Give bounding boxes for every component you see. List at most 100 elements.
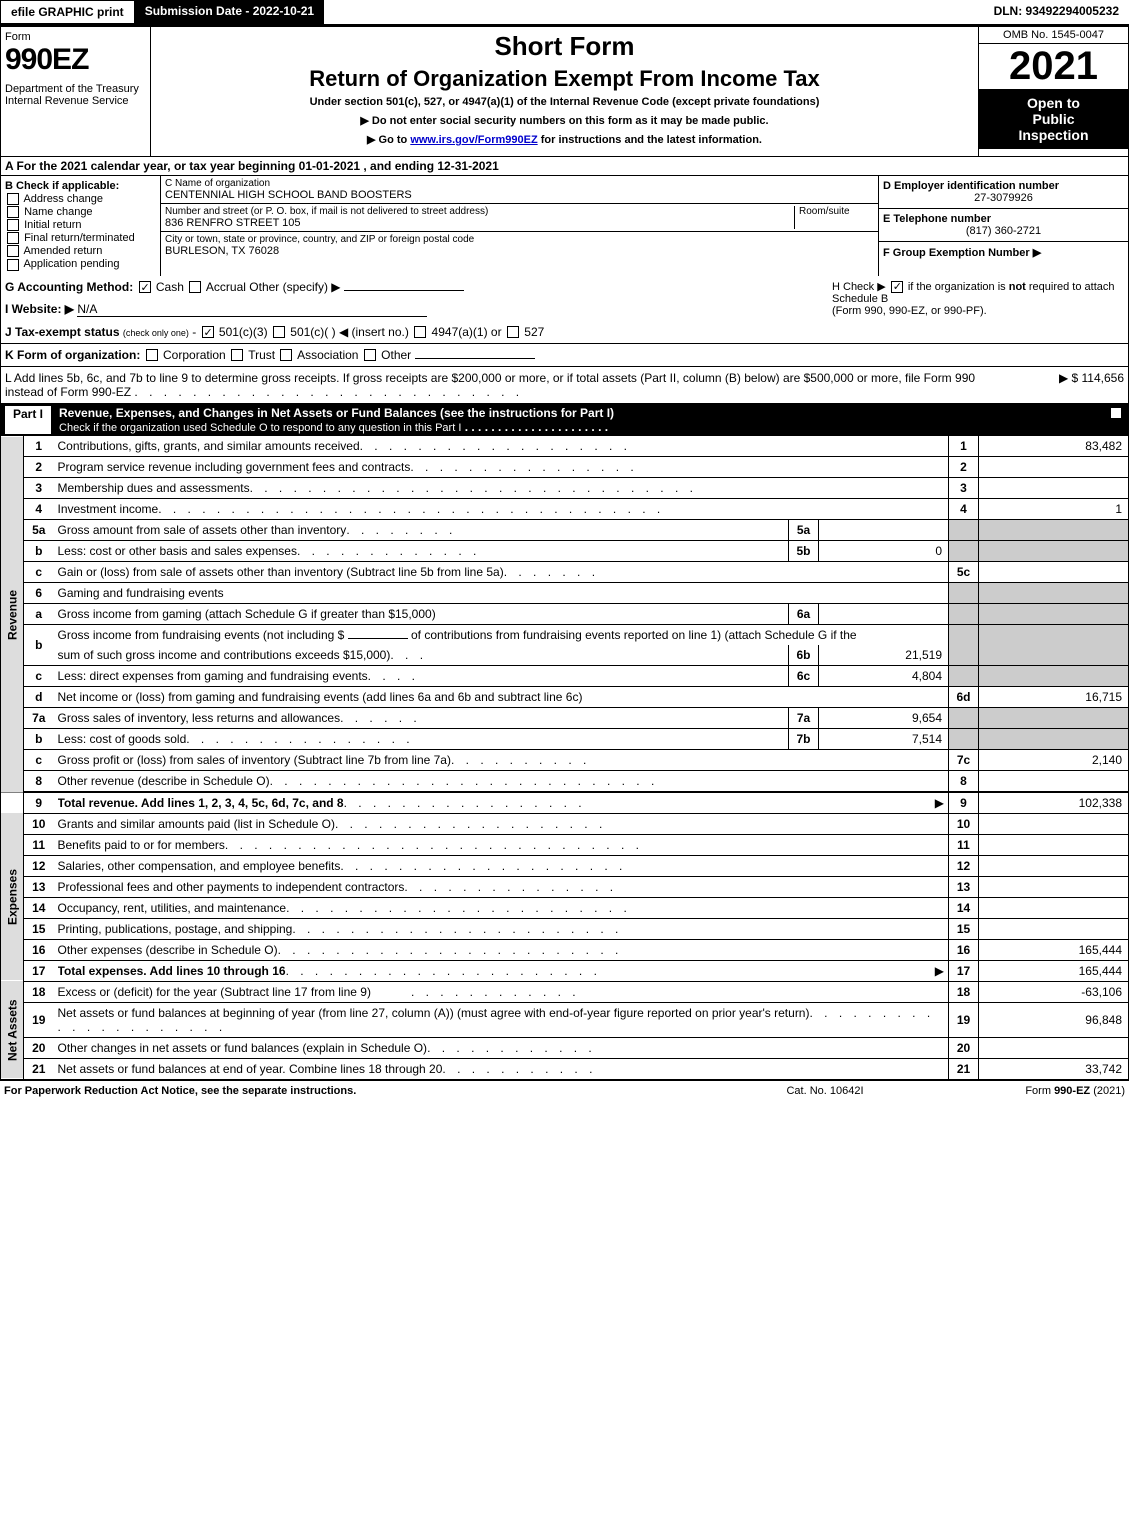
line-6d-val: 16,715 xyxy=(979,686,1129,707)
line-5c-val xyxy=(979,561,1129,582)
line-6-desc: Gaming and fundraising events xyxy=(54,582,949,603)
line-14-desc: Occupancy, rent, utilities, and maintena… xyxy=(58,901,287,915)
line-14-num: 14 xyxy=(24,897,54,918)
line-7a-desc: Gross sales of inventory, less returns a… xyxy=(58,711,341,725)
row-l: L Add lines 5b, 6c, and 7b to line 9 to … xyxy=(0,367,1129,404)
checkbox-application-pending[interactable]: Application pending xyxy=(5,258,156,270)
line-5c-row: c Gain or (loss) from sale of assets oth… xyxy=(1,561,1129,582)
line-7a-grey xyxy=(949,707,979,728)
city-label: City or town, state or province, country… xyxy=(165,234,874,245)
checkbox-501c[interactable] xyxy=(273,326,285,338)
line-20-val xyxy=(979,1037,1129,1058)
line-11-num: 11 xyxy=(24,834,54,855)
line-1-num: 1 xyxy=(24,436,54,457)
line-6c-greyval xyxy=(979,665,1129,686)
line-17-ref: 17 xyxy=(949,960,979,981)
line-20-desc: Other changes in net assets or fund bala… xyxy=(58,1041,428,1055)
checkbox-501c3[interactable] xyxy=(202,326,214,338)
row-k: K Form of organization: Corporation Trus… xyxy=(0,344,1129,367)
k-other-line xyxy=(415,358,535,359)
line-7b-row: b Less: cost of goods sold. . . . . . . … xyxy=(1,728,1129,749)
checkbox-initial-return[interactable]: Initial return xyxy=(5,219,156,231)
checkbox-name-change[interactable]: Name change xyxy=(5,206,156,218)
line-6c-num: c xyxy=(24,665,54,686)
checkbox-other-org[interactable] xyxy=(364,349,376,361)
l-value: ▶ $ 114,656 xyxy=(1004,371,1124,399)
department-label: Department of the Treasury Internal Reve… xyxy=(5,83,146,107)
line-11-val xyxy=(979,834,1129,855)
revenue-side-label: Revenue xyxy=(1,436,24,792)
line-5a-row: 5a Gross amount from sale of assets othe… xyxy=(1,519,1129,540)
line-12-val xyxy=(979,855,1129,876)
checkbox-corp[interactable] xyxy=(146,349,158,361)
line-6b-desc1: Gross income from fundraising events (no… xyxy=(54,624,949,645)
instruction-goto: ▶ Go to www.irs.gov/Form990EZ for instru… xyxy=(159,133,970,146)
part1-title: Revenue, Expenses, and Changes in Net As… xyxy=(59,406,1108,434)
org-name-label: C Name of organization xyxy=(165,178,874,189)
efile-print-button[interactable]: efile GRAPHIC print xyxy=(0,0,135,24)
netassets-side-label: Net Assets xyxy=(1,981,24,1079)
line-1-ref: 1 xyxy=(949,436,979,457)
line-6b-row: b Gross income from fundraising events (… xyxy=(1,624,1129,645)
row-h: H Check ▶ if the organization is not req… xyxy=(824,280,1124,339)
checkbox-cash[interactable] xyxy=(139,281,151,293)
line-15-ref: 15 xyxy=(949,918,979,939)
irs-link[interactable]: www.irs.gov/Form990EZ xyxy=(410,134,537,146)
row-i: I Website: ▶ N/A xyxy=(5,302,824,317)
line-16-val: 165,444 xyxy=(979,939,1129,960)
line-16-desc: Other expenses (describe in Schedule O) xyxy=(58,943,278,957)
part1-checknote: Check if the organization used Schedule … xyxy=(59,422,461,434)
line-2-ref: 2 xyxy=(949,456,979,477)
line-16-num: 16 xyxy=(24,939,54,960)
line-17-row: 17 Total expenses. Add lines 10 through … xyxy=(1,960,1129,981)
line-6c-sublbl: 6c xyxy=(789,665,819,686)
org-name-value: CENTENNIAL HIGH SCHOOL BAND BOOSTERS xyxy=(165,189,874,201)
expenses-side-label: Expenses xyxy=(1,813,24,981)
line-5b-subval: 0 xyxy=(819,540,949,561)
line-6c-grey xyxy=(949,665,979,686)
checkbox-527[interactable] xyxy=(507,326,519,338)
line-9-num: 9 xyxy=(24,792,54,814)
line-10-row: Expenses 10 Grants and similar amounts p… xyxy=(1,813,1129,834)
part1-checkbox[interactable] xyxy=(1108,406,1124,434)
line-6c-subval: 4,804 xyxy=(819,665,949,686)
street-value: 836 RENFRO STREET 105 xyxy=(165,217,794,229)
line-6b-subval: 21,519 xyxy=(819,645,949,666)
line-19-val: 96,848 xyxy=(979,1002,1129,1037)
org-name-box: C Name of organization CENTENNIAL HIGH S… xyxy=(161,176,878,204)
checkbox-final-return[interactable]: Final return/terminated xyxy=(5,232,156,244)
top-bar: efile GRAPHIC print Submission Date - 20… xyxy=(0,0,1129,26)
line-1-row: Revenue 1 Contributions, gifts, grants, … xyxy=(1,436,1129,457)
checkbox-accrual[interactable] xyxy=(189,281,201,293)
checkbox-trust[interactable] xyxy=(231,349,243,361)
line-5a-greyval xyxy=(979,519,1129,540)
j-4947: 4947(a)(1) or xyxy=(432,325,502,339)
checkbox-assoc[interactable] xyxy=(280,349,292,361)
amended-return-label: Amended return xyxy=(23,245,102,257)
line-6a-desc: Gross income from gaming (attach Schedul… xyxy=(58,607,436,621)
checkbox-address-change[interactable]: Address change xyxy=(5,193,156,205)
line-18-ref: 18 xyxy=(949,981,979,1002)
submission-date-button[interactable]: Submission Date - 2022-10-21 xyxy=(135,0,326,24)
checkbox-4947[interactable] xyxy=(414,326,426,338)
footer-center: Cat. No. 10642I xyxy=(725,1085,925,1097)
row-j: J Tax-exempt status (check only one) - 5… xyxy=(5,325,824,339)
checkbox-h[interactable] xyxy=(891,281,903,293)
l-dots: . . . . . . . . . . . . . . . . . . . . … xyxy=(134,385,523,399)
row-a-tax-year: A For the 2021 calendar year, or tax yea… xyxy=(0,157,1129,176)
line-5a-sublbl: 5a xyxy=(789,519,819,540)
line-2-val xyxy=(979,456,1129,477)
ghi-left: G Accounting Method: Cash Accrual Other … xyxy=(5,280,824,339)
line-4-desc: Investment income xyxy=(58,502,159,516)
header-right: OMB No. 1545-0047 2021 Open to Public In… xyxy=(978,27,1128,156)
checkbox-amended-return[interactable]: Amended return xyxy=(5,245,156,257)
line-8-num: 8 xyxy=(24,770,54,792)
line-19-ref: 19 xyxy=(949,1002,979,1037)
block-bcdef: B Check if applicable: Address change Na… xyxy=(0,176,1129,276)
line-17-num: 17 xyxy=(24,960,54,981)
column-c: C Name of organization CENTENNIAL HIGH S… xyxy=(161,176,878,276)
line-3-row: 3 Membership dues and assessments. . . .… xyxy=(1,477,1129,498)
line-14-ref: 14 xyxy=(949,897,979,918)
line-6b-grey2 xyxy=(949,645,979,666)
other-specify-line xyxy=(344,290,464,291)
